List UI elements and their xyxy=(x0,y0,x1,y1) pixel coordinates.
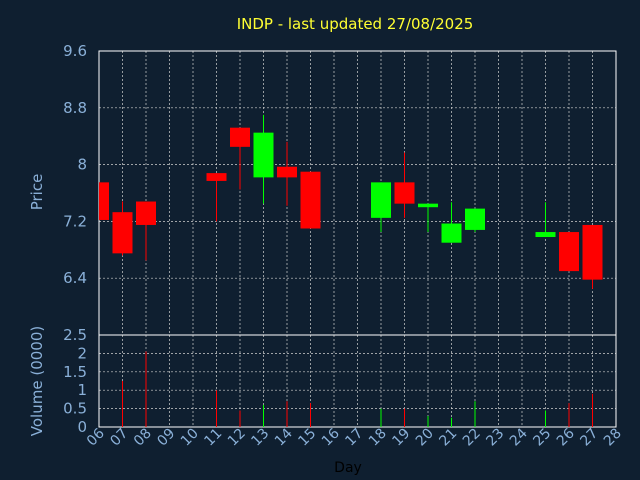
price-axis-label: Price xyxy=(28,174,46,211)
candle-body-down xyxy=(559,232,579,272)
x-tick-label: 16 xyxy=(319,425,343,449)
x-tick-label: 12 xyxy=(225,426,249,450)
x-tick-label: 14 xyxy=(272,425,296,449)
price-tick-label: 9.6 xyxy=(63,42,87,60)
candle-body-down xyxy=(112,212,133,254)
x-tick-label: 20 xyxy=(413,426,437,450)
x-tick-label: 11 xyxy=(201,426,225,450)
candle-body-up xyxy=(371,182,391,218)
x-tick-label: 15 xyxy=(295,426,319,450)
x-tick-label: 21 xyxy=(436,426,460,450)
x-tick-label: 27 xyxy=(577,426,601,450)
volume-axis-label: Volume (0000) xyxy=(28,326,46,436)
x-tick-label: 22 xyxy=(460,426,484,450)
volume-tick-label: 0 xyxy=(77,418,87,436)
x-tick-label: 08 xyxy=(131,426,155,450)
candles-group xyxy=(99,114,603,289)
volume-tick-label: 1 xyxy=(77,381,87,399)
candle-body-down xyxy=(300,171,321,229)
x-axis-label: Day xyxy=(334,460,362,476)
volume-tick-label: 2 xyxy=(77,344,87,362)
x-tick-label: 23 xyxy=(483,426,507,450)
x-tick-labels: 06 07 08 09 10 11 12 13 14 15 16 17 18 19 20 21 22 23 24 25… xyxy=(84,425,625,449)
x-tick-label: 06 xyxy=(84,425,108,449)
candle-body-down xyxy=(136,201,156,225)
x-tick-label: 28 xyxy=(601,426,625,450)
price-tick-label: 6.4 xyxy=(63,269,87,287)
price-panel: 9.6 8.8 8 7.2 6.4 xyxy=(63,42,617,336)
x-tick-label: 09 xyxy=(154,426,178,450)
candle-body-down xyxy=(582,224,603,280)
x-tick-label: 17 xyxy=(342,426,366,450)
volume-panel: 2.521.510.50 xyxy=(63,326,617,436)
x-tick-label: 10 xyxy=(178,426,202,450)
candle-body-up xyxy=(535,232,556,238)
x-tick-label: 13 xyxy=(248,426,272,450)
candle-body-up xyxy=(441,223,462,243)
price-tick-label: 8.8 xyxy=(63,99,87,117)
price-tick-label: 8 xyxy=(77,156,87,174)
candle-body-up xyxy=(465,208,485,230)
candle-body-down xyxy=(394,182,415,204)
chart-title: INDP - last updated 27/08/2025 xyxy=(237,15,474,33)
candle-body-down xyxy=(206,173,227,181)
x-tick-label: 07 xyxy=(107,426,131,450)
candle-body-down xyxy=(99,182,109,220)
candle-body-down xyxy=(277,166,297,178)
x-tick-label: 25 xyxy=(530,426,554,450)
volume-tick-label: 2.5 xyxy=(63,326,87,344)
candle-body-down xyxy=(230,127,250,147)
x-tick-label: 19 xyxy=(389,426,413,450)
volume-tick-label: 1.5 xyxy=(63,363,87,381)
volume-tick-label: 0.5 xyxy=(63,400,87,418)
volume-panel-frame xyxy=(98,334,617,428)
x-tick-label: 18 xyxy=(366,426,390,450)
price-tick-label: 7.2 xyxy=(63,212,87,230)
candle-body-up xyxy=(418,203,438,208)
candle-body-up xyxy=(253,132,274,178)
x-tick-label: 26 xyxy=(554,425,578,449)
x-tick-label: 24 xyxy=(507,425,531,449)
